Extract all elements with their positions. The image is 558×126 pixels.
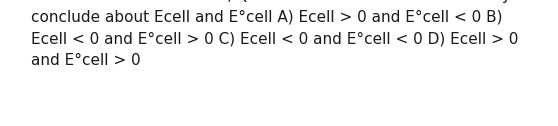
Text: In an electrochemical cell, Q = 0.010 and K = 855. What can you
conclude about E: In an electrochemical cell, Q = 0.010 an… [31,0,530,68]
